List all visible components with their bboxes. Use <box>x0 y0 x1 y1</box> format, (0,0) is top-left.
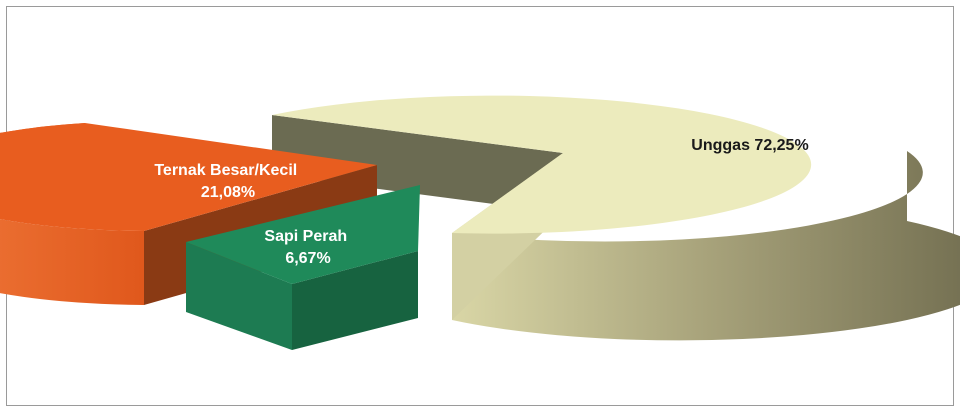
slice-unggas-side <box>452 151 960 341</box>
slice-unggas-top <box>272 95 812 234</box>
slice-sapi-front <box>186 242 292 350</box>
label-ternak-line-1: Ternak Besar/Kecil <box>154 162 297 179</box>
label-ternak: Ternak Besar/Kecil 21,08% <box>154 162 301 201</box>
label-unggas-line-1: Unggas 72,25% <box>691 137 808 154</box>
pie-chart: Unggas 72,25% Ternak Besar/Kecil 21,08% … <box>0 95 960 350</box>
label-ternak-line-2: 21,08% <box>201 184 255 201</box>
slice-sapi <box>186 185 420 350</box>
label-sapi-line-1: Sapi Perah <box>264 228 347 245</box>
label-sapi: Sapi Perah 6,67% <box>264 228 351 267</box>
slice-sapi-top <box>186 185 420 284</box>
slice-unggas-inner-wall <box>272 115 563 213</box>
slice-ternak-top <box>0 123 377 231</box>
label-sapi-line-2: 6,67% <box>285 250 330 267</box>
slice-unggas <box>272 95 960 341</box>
label-unggas: Unggas 72,25% <box>691 137 808 154</box>
